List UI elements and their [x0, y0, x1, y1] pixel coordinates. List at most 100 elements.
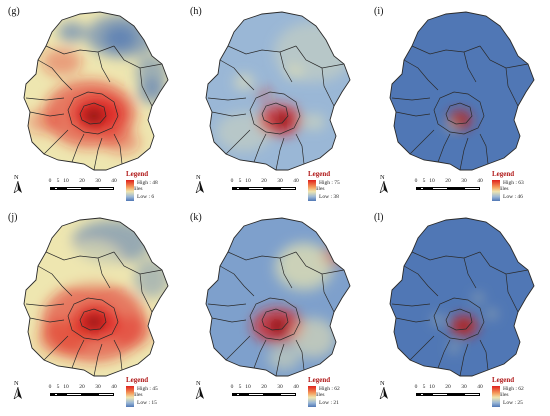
inner-district-boundary — [67, 297, 119, 341]
scale-bar: 0 5 10 20 30 40 Miles — [48, 384, 158, 406]
heat-blob — [302, 114, 326, 130]
district-boundary — [25, 97, 65, 101]
district-boundary — [463, 257, 477, 289]
scale-unit: Miles — [496, 392, 509, 398]
scale-tick-label: 20 — [261, 178, 267, 184]
heat-blob — [85, 315, 103, 329]
district-boundary — [253, 133, 267, 163]
legend: Legend High : 45 Low : 15 — [126, 376, 180, 410]
north-arrow: N — [378, 380, 390, 400]
district-boundary — [113, 45, 163, 69]
scale-tick-label: 0 — [414, 384, 418, 390]
scale-bar: 0 5 10 20 30 40 Miles — [414, 178, 524, 200]
scale-segment — [432, 187, 448, 190]
legend-title: Legend — [308, 170, 331, 178]
scale-tick-label: 5 — [56, 384, 60, 390]
district-boundary — [139, 67, 153, 107]
city-outline — [205, 11, 351, 171]
district-boundary — [43, 335, 69, 361]
legend-low-label: Low : 38 — [319, 194, 339, 200]
legend-color-ramp — [492, 180, 500, 201]
legend-title: Legend — [308, 376, 331, 384]
district-boundary — [479, 339, 489, 371]
heat-blob — [268, 346, 300, 370]
district-boundary — [139, 273, 153, 313]
heatmap-map — [389, 217, 535, 377]
scale-tick-label: 30 — [95, 178, 101, 184]
district-boundary — [321, 67, 335, 107]
scale-segment — [416, 187, 420, 190]
scale-tick-label: 5 — [422, 384, 426, 390]
scale-unit: Miles — [130, 392, 143, 398]
legend-title: Legend — [126, 170, 149, 178]
inner-district-boundary — [249, 297, 301, 341]
inner-district-boundary — [79, 102, 107, 125]
scale-segment — [82, 187, 98, 190]
district-boundary — [295, 339, 305, 371]
north-label: N — [380, 174, 385, 181]
heat-blob — [454, 115, 466, 125]
scale-tick-label: 40 — [477, 384, 483, 390]
heat-blob — [42, 48, 82, 76]
district-boundary — [395, 111, 431, 117]
heatmap-map — [23, 217, 169, 377]
scale-tick-label: 20 — [261, 384, 267, 390]
scale-bar: 0 5 10 20 30 40 Miles — [230, 384, 340, 406]
heat-blob — [449, 344, 459, 352]
scale-segment — [432, 393, 448, 396]
district-boundary — [113, 133, 123, 165]
scale-tick-label: 30 — [277, 178, 283, 184]
district-boundary — [219, 59, 255, 91]
district-boundary — [93, 137, 103, 171]
scale-bar-graphic — [230, 187, 310, 191]
district-boundary — [275, 343, 285, 377]
panel-label: (i) — [374, 6, 384, 17]
district-boundary — [395, 317, 431, 323]
scale-segment — [280, 393, 296, 396]
scale-bar-graphic — [48, 393, 128, 397]
district-boundary — [93, 343, 103, 377]
district-boundary — [45, 251, 115, 261]
scale-tick-label: 0 — [48, 384, 52, 390]
heatmap-map — [205, 217, 351, 377]
scale-bar: 0 5 10 20 30 40 Miles — [414, 384, 524, 406]
inner-district-boundary — [445, 308, 473, 331]
district-boundary — [403, 59, 439, 91]
city-outline — [205, 217, 351, 377]
inner-district-boundary — [261, 308, 289, 331]
scale-segment — [66, 393, 82, 396]
scale-segment — [420, 393, 424, 396]
panel-label: (k) — [190, 212, 202, 223]
scale-tick-label: 20 — [445, 384, 451, 390]
scale-tick-label: 40 — [293, 384, 299, 390]
scale-bar-graphic — [48, 187, 128, 191]
heat-blob — [104, 26, 136, 50]
scale-tick-label: 0 — [414, 178, 418, 184]
district-boundary — [505, 273, 519, 313]
district-boundary — [411, 251, 481, 261]
district-boundary — [45, 45, 115, 55]
city-outline — [389, 11, 535, 171]
scale-tick-label: 0 — [230, 384, 234, 390]
panel-label: (j) — [8, 212, 18, 223]
legend-low-label: Low : 21 — [319, 400, 339, 406]
scale-segment — [420, 187, 424, 190]
scale-segment — [464, 393, 480, 396]
district-boundary — [409, 335, 435, 361]
legend: Legend High : 62 Low : 25 — [492, 376, 546, 410]
scale-segment — [66, 187, 82, 190]
map-base-fill — [390, 218, 534, 376]
north-arrow-icon — [379, 387, 388, 399]
district-boundary — [279, 51, 293, 83]
scale-tick-label: 20 — [79, 384, 85, 390]
scale-tick-label: 5 — [238, 178, 242, 184]
district-boundary — [113, 339, 123, 371]
district-boundary — [459, 137, 469, 171]
district-boundary — [463, 51, 477, 83]
scale-bar: 0 5 10 20 30 40 Miles — [48, 178, 158, 200]
district-boundary — [97, 257, 111, 289]
scale-tick-label: 20 — [445, 178, 451, 184]
heat-blob — [62, 242, 122, 282]
scale-tick-label: 40 — [477, 178, 483, 184]
north-label: N — [14, 380, 19, 387]
